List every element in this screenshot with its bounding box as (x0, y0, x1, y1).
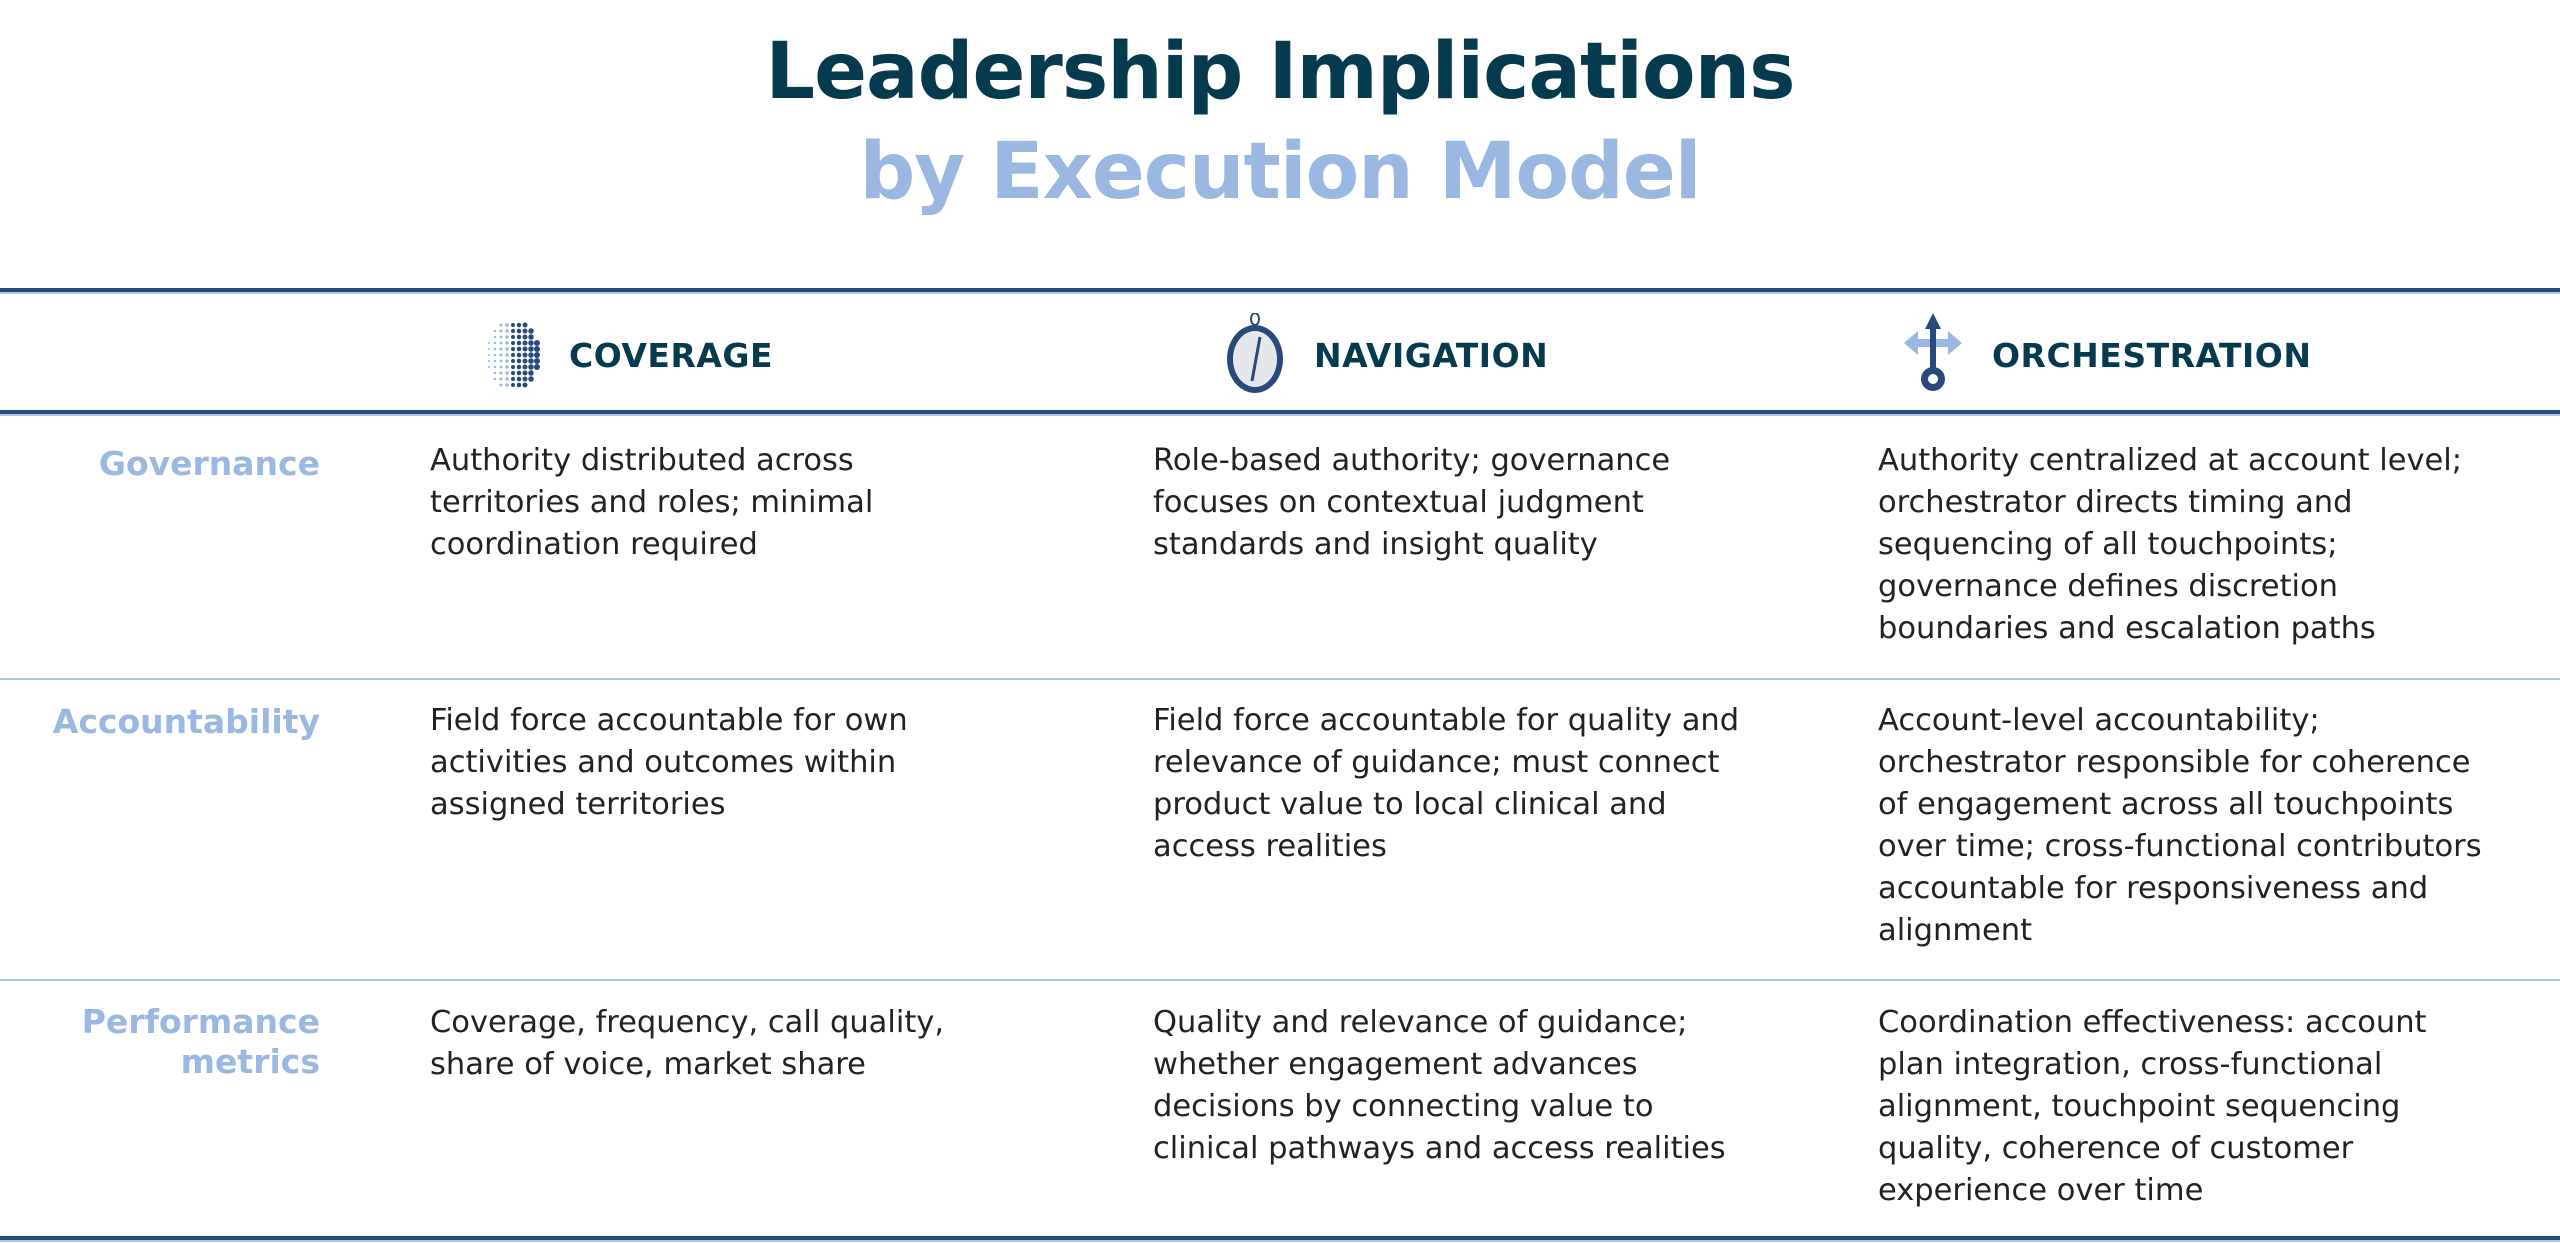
divider (0, 1236, 2560, 1242)
divider (0, 678, 2560, 680)
table-cell: Authority centralized at account level; … (1878, 443, 2463, 646)
column-header-label: COVERAGE (569, 335, 774, 375)
divider (0, 288, 2560, 294)
table-cell: Field force accountable for own activiti… (430, 703, 908, 822)
table-cell: Coverage, frequency, call quality, share… (430, 1005, 945, 1082)
row-label: Performance metrics (81, 1002, 320, 1081)
row-label: Governance (98, 444, 320, 483)
column-header-label: NAVIGATION (1314, 335, 1549, 375)
page-subtitle: by Execution Model (859, 127, 1701, 217)
table-cell: Quality and relevance of guidance; wheth… (1153, 1005, 1726, 1166)
divider (0, 410, 2560, 416)
table-cell: Field force accountable for quality and … (1153, 703, 1740, 864)
column-header-navigation: NAVIGATION (1222, 300, 1548, 410)
arrows-gear-icon (1904, 313, 1962, 391)
page-title: Leadership Implications (765, 27, 1795, 117)
table-cell: Role-based authority; governance focuses… (1153, 443, 1671, 562)
row-label: Accountability (52, 702, 320, 741)
column-header-orchestration: ORCHESTRATION (1900, 300, 2311, 410)
divider (0, 979, 2560, 981)
column-header-coverage: COVERAGE (483, 300, 773, 410)
table-cell: Account-level accountability; orchestrat… (1878, 703, 2482, 948)
column-header-label: ORCHESTRATION (1992, 335, 2312, 375)
table-cell: Coordination effectiveness: account plan… (1878, 1005, 2427, 1208)
dot-globe-icon (488, 322, 540, 388)
compass-icon (1227, 313, 1283, 393)
table-cell: Authority distributed across territories… (430, 443, 874, 562)
